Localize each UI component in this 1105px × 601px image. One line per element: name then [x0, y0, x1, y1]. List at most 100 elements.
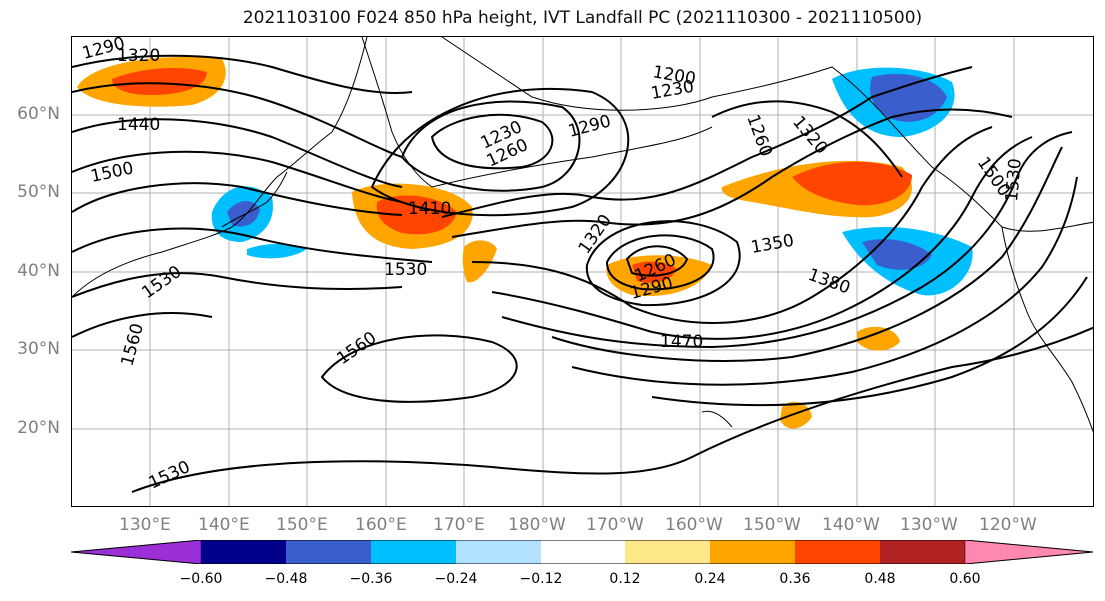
contour-wave-3 [471, 126, 993, 325]
coast-japan [221, 171, 288, 228]
colorbar-segment [625, 540, 710, 564]
lon-label: 130°W [900, 515, 958, 535]
coast-aleutians [431, 126, 713, 188]
contour-north-1 [72, 54, 413, 94]
coastlines [72, 37, 1093, 433]
colorbar-tick: −0.24 [434, 571, 478, 587]
contour-low-center-1 [625, 245, 689, 277]
colorbar-tick: −0.36 [349, 571, 393, 587]
contour-label: 1440 [117, 115, 160, 135]
ivt-shading [77, 56, 973, 429]
contour-north-3 [72, 118, 403, 188]
contour-west-2 [72, 227, 433, 263]
coast-asia [72, 37, 368, 298]
contour-low-1 [430, 113, 554, 170]
colorbar-tick: 0.60 [949, 571, 981, 587]
contour-label: 1320 [788, 112, 831, 158]
contour-label: 1260 [742, 112, 776, 159]
colorbar-tick: 0.24 [694, 571, 726, 587]
colorbar-tick: 0.48 [864, 571, 896, 587]
colorbar-segment [541, 540, 625, 564]
contour-1470 [551, 146, 1063, 362]
shade-negative-coast-core [862, 239, 932, 270]
map-svg: 1290 1320 1440 1500 1410 1530 1530 1560 … [72, 37, 1093, 506]
contour-label: 1560 [333, 328, 380, 369]
contour-label: 1320 [117, 46, 160, 66]
colorbar-tick: 0.36 [779, 571, 811, 587]
contour-1500 [571, 176, 1078, 386]
colorbar-segment [964, 540, 1094, 564]
contour-label: 1320 [575, 211, 616, 258]
contour-wave-5 [501, 131, 1073, 349]
coast-kamchatka [361, 37, 433, 188]
contour-label: 1410 [408, 199, 451, 219]
contour-wave-4 [491, 136, 1033, 340]
contour-low-center-2 [605, 234, 715, 291]
coast-hawaii [701, 410, 733, 428]
contour-label: 1530 [146, 457, 194, 493]
contour-low-3 [370, 87, 630, 217]
chart-title: 2021103100 F024 850 hPa height, IVT Land… [242, 8, 923, 28]
colorbar-tick: −0.60 [179, 571, 223, 587]
shade-negative-japan-south [247, 243, 307, 259]
colorbar-segment [880, 540, 965, 564]
contour-north-2 [72, 82, 403, 158]
lon-label: 140°W [822, 515, 880, 535]
contour-1560-loop [320, 334, 518, 403]
contour-label: 1470 [660, 332, 703, 352]
contour-low-2 [400, 100, 581, 192]
shade-positive-sub2 [780, 401, 812, 429]
colorbar-segment [456, 540, 541, 564]
map-panel: 1290 1320 1440 1500 1410 1530 1530 1560 … [71, 36, 1094, 507]
lat-label: 20°N [17, 418, 60, 438]
coast-alaska [441, 37, 1093, 232]
lat-label: 30°N [17, 339, 60, 359]
lon-label: 170°E [433, 515, 485, 535]
contour-label: 1350 [749, 231, 795, 258]
lon-label: 170°W [586, 515, 644, 535]
colorbar-outline [71, 540, 1094, 564]
lat-label: 50°N [17, 182, 60, 202]
colorbar [71, 540, 1094, 564]
contour-label: 1380 [805, 265, 852, 299]
colorbar-segment [201, 540, 286, 564]
colorbar-tick: −0.48 [264, 571, 308, 587]
contour-label: 1530 [384, 260, 427, 280]
lat-label: 60°N [17, 104, 60, 124]
lon-label: 160°E [355, 515, 407, 535]
contour-1530-east [651, 276, 1088, 407]
shade-strong-lowcenter [632, 261, 677, 283]
contour-wave-2 [451, 108, 1013, 238]
colorbar-tick: 0.12 [609, 571, 641, 587]
shade-strong-ne [792, 161, 912, 206]
contour-label: 1530 [1002, 158, 1026, 203]
lon-label: 160°W [665, 515, 723, 535]
lat-label: 40°N [17, 261, 60, 281]
contour-label: 1560 [118, 321, 149, 368]
colorbar-segment [286, 540, 371, 564]
contour-north-4 [72, 150, 403, 203]
shade-positive-sub1 [857, 326, 900, 351]
lon-label: 120°W [979, 515, 1037, 535]
coast-namerica [1001, 226, 1093, 433]
colorbar-tick: −0.12 [519, 571, 563, 587]
contour-1530-south [131, 326, 1093, 493]
shade-strong-1410 [376, 195, 457, 235]
contour-label: 1290 [566, 111, 613, 142]
lon-label: 180°W [508, 515, 566, 535]
lon-label: 140°E [198, 515, 250, 535]
contour-west-3 [72, 272, 403, 298]
contour-gulf [711, 100, 903, 178]
colorbar-segment [371, 540, 456, 564]
colorbar-segment [710, 540, 795, 564]
lon-label: 150°W [743, 515, 801, 535]
contour-label: 1530 [138, 262, 185, 303]
lon-label: 130°E [119, 515, 171, 535]
height-contours [72, 54, 1093, 493]
shade-strong-nw [112, 67, 207, 95]
contour-west-1 [72, 182, 403, 216]
contour-1560-a [72, 312, 213, 338]
contour-wave-1 [441, 66, 973, 218]
colorbar-segment [71, 540, 202, 564]
colorbar-segment [795, 540, 880, 564]
